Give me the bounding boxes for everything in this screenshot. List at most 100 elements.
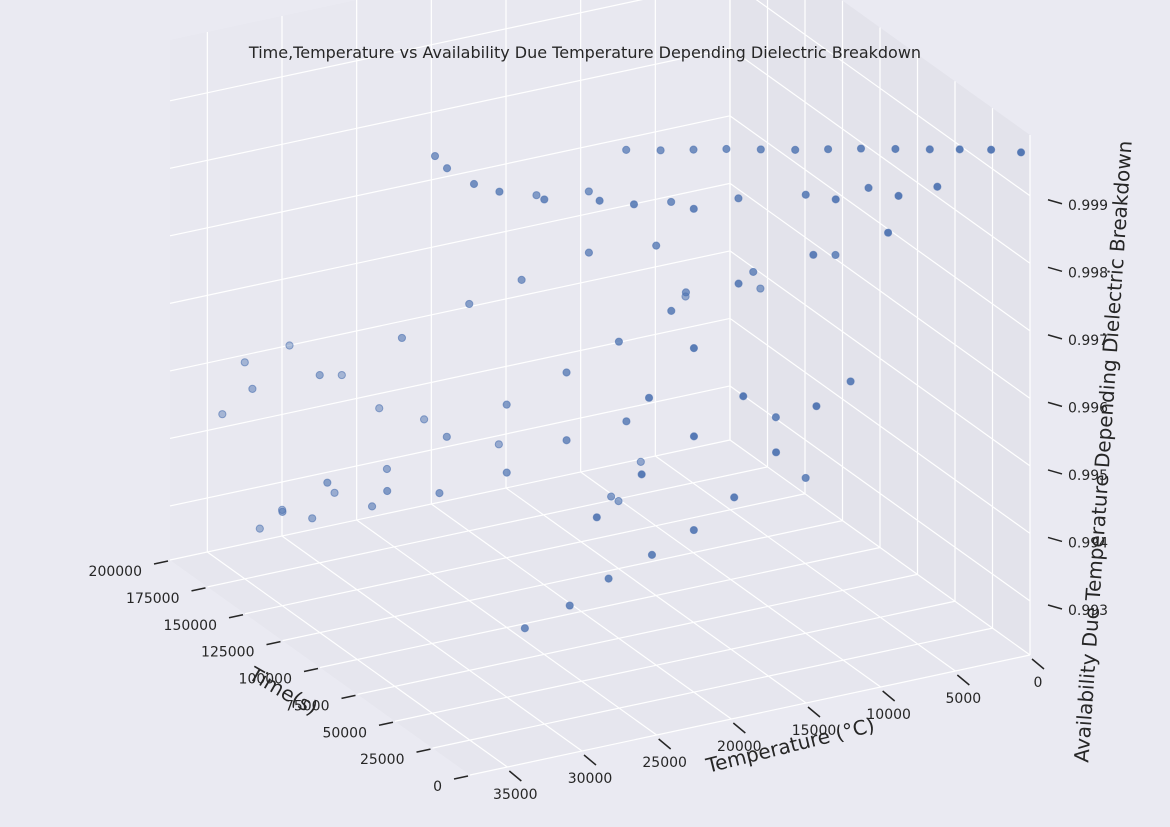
x-tick-mark	[266, 640, 281, 646]
grid-line-y	[356, 519, 658, 736]
z-tick-mark	[1047, 199, 1063, 205]
y-tick-label: 0	[1034, 675, 1043, 691]
grid-line-x	[207, 466, 768, 588]
data-point	[734, 194, 743, 203]
data-point	[469, 179, 479, 189]
data-point	[689, 145, 698, 154]
data-point	[667, 197, 676, 207]
data-point	[824, 145, 833, 154]
x-tick-label: 200000	[89, 564, 142, 580]
data-point	[383, 486, 392, 496]
data-point	[255, 524, 264, 533]
grid-line-x	[432, 627, 993, 749]
data-point	[308, 514, 317, 523]
chart-title: Time,Temperature vs Availability Due Tem…	[248, 43, 921, 62]
data-point	[791, 145, 800, 154]
y-tick-label: 20000	[717, 739, 762, 755]
data-point	[1016, 148, 1026, 157]
data-point	[864, 183, 873, 193]
z-tick-label: 0.997	[1068, 333, 1108, 349]
z-tick-mark	[1047, 266, 1063, 273]
grid-line-y	[729, 439, 1031, 656]
data-point	[430, 151, 440, 161]
data-point	[465, 299, 474, 309]
data-point	[562, 436, 571, 445]
data-point	[584, 248, 594, 257]
data-point	[739, 392, 748, 401]
x-tick-label: 150000	[164, 618, 217, 634]
z-tick-label: 0.993	[1068, 603, 1108, 619]
y-tick-label: 5000	[946, 691, 982, 707]
data-point	[884, 228, 893, 237]
grid-line-z	[729, 250, 1031, 467]
data-point	[812, 402, 821, 411]
grid-line-x	[469, 654, 1031, 776]
chart-panes	[170, 0, 1030, 775]
y-tick-label: 30000	[568, 771, 613, 787]
data-point	[595, 196, 604, 205]
grid-line-z	[169, 115, 731, 237]
data-point	[856, 144, 866, 153]
y-tick-mark	[956, 674, 970, 686]
grid-line-y	[206, 551, 508, 768]
x-tick-mark	[453, 775, 469, 780]
data-point	[285, 341, 294, 350]
grid-line-z	[755, 0, 1031, 197]
x-tick-mark	[153, 560, 169, 565]
data-point	[584, 187, 593, 196]
data-point	[622, 417, 631, 426]
grid-line-z	[169, 250, 731, 372]
y-tick-mark	[882, 690, 896, 702]
x-tick-mark	[228, 614, 244, 619]
grid-line-x	[282, 520, 843, 642]
data-point	[442, 164, 452, 173]
grid-line-z	[169, 0, 644, 102]
y-tick-mark	[658, 738, 672, 750]
z-tick-mark	[1047, 469, 1063, 475]
data-point	[494, 440, 503, 449]
data-point	[925, 145, 934, 154]
data-point	[933, 182, 942, 191]
data-point	[502, 468, 511, 477]
data-point	[689, 432, 699, 441]
x-tick-label: 0	[433, 779, 442, 795]
grid-line-x	[319, 546, 881, 669]
data-point	[771, 413, 780, 422]
y-tick-mark	[732, 722, 746, 734]
data-point	[656, 146, 665, 155]
data-point	[771, 448, 781, 457]
data-point	[323, 478, 332, 487]
grid-line-x	[244, 493, 806, 615]
data-point	[831, 195, 840, 204]
data-point	[831, 250, 840, 260]
x-tick-label: 100000	[239, 672, 292, 688]
y-tick-label: 25000	[642, 755, 687, 771]
grid-line-z	[729, 182, 1031, 399]
chart-grid	[169, 0, 1031, 776]
data-point	[278, 507, 287, 516]
data-point	[420, 415, 429, 424]
grid-line-y	[505, 487, 807, 704]
grid-line-y	[430, 503, 732, 720]
data-point	[689, 344, 699, 353]
grid-line-z	[729, 47, 1031, 264]
grid-line-x	[169, 439, 731, 561]
y-tick-label: 10000	[866, 707, 911, 723]
z-tick-mark	[1047, 604, 1063, 610]
data-point	[622, 145, 631, 154]
grid-line-y	[580, 471, 882, 688]
data-point	[565, 601, 574, 610]
grid-line-z	[729, 317, 1031, 534]
data-point	[540, 195, 549, 204]
x-tick-label: 175000	[126, 591, 179, 607]
data-point	[756, 284, 765, 293]
data-point	[801, 473, 810, 483]
grid-line-x	[357, 573, 918, 695]
x-tick-label: 125000	[201, 645, 254, 661]
data-point	[689, 204, 698, 213]
data-point	[607, 492, 616, 501]
y-tick-mark	[583, 754, 597, 766]
x-tick-label: 25000	[360, 752, 405, 768]
